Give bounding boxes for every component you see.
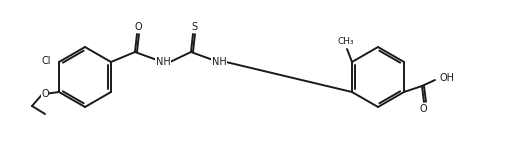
Text: S: S (190, 22, 196, 32)
Text: O: O (418, 104, 426, 114)
Text: O: O (41, 89, 49, 99)
Text: OH: OH (439, 73, 454, 83)
Text: NH: NH (211, 57, 226, 67)
Text: NH: NH (156, 57, 170, 67)
Text: Cl: Cl (41, 56, 51, 66)
Text: O: O (134, 22, 141, 32)
Text: CH₃: CH₃ (337, 37, 354, 46)
